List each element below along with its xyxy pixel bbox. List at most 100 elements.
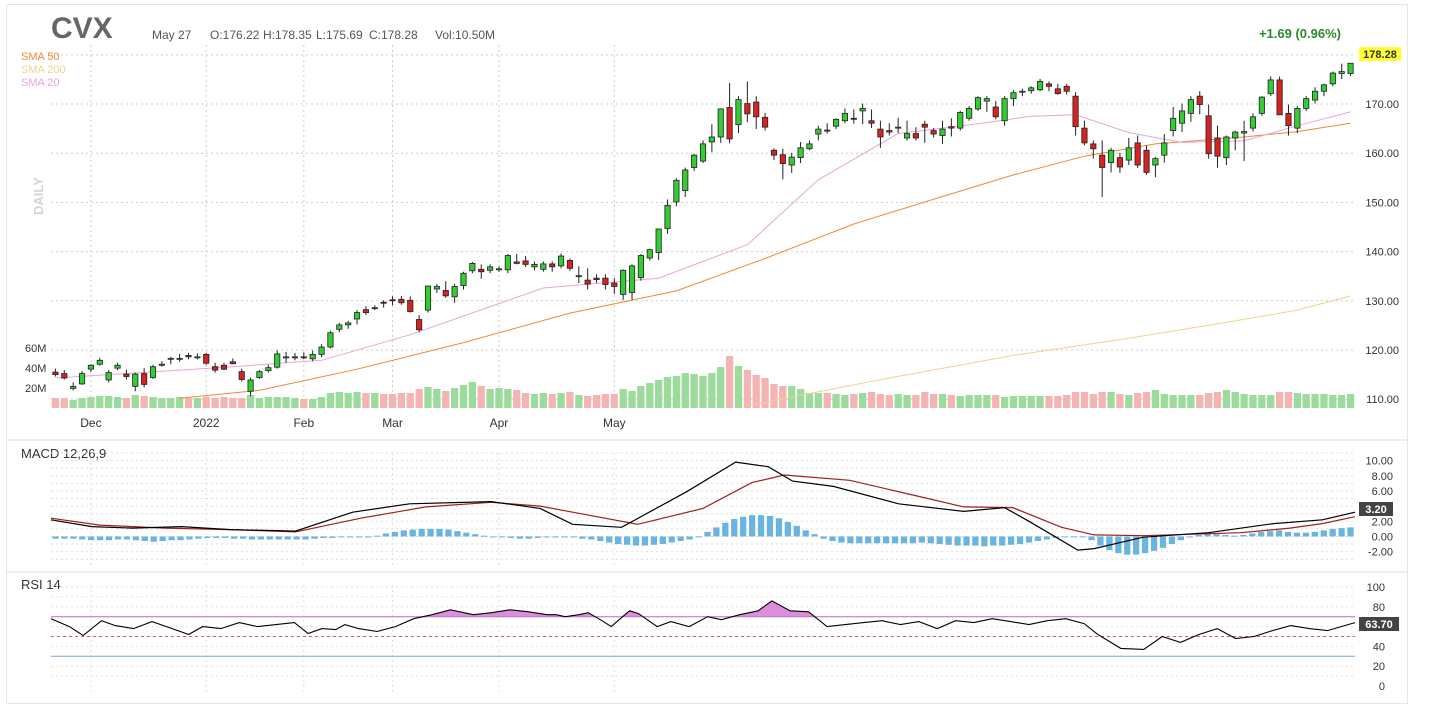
- macd-histogram-bar: [516, 536, 524, 539]
- volume-bar: [717, 367, 725, 408]
- candle: [114, 362, 121, 371]
- volume-bar: [548, 394, 556, 408]
- rsi-tick-label: 40: [1373, 641, 1385, 653]
- macd-histogram-bar: [1338, 528, 1345, 537]
- candle-body: [1241, 131, 1248, 134]
- macd-histogram-bar: [1034, 536, 1042, 541]
- macd-histogram-bar: [1240, 534, 1247, 537]
- volume-bar: [752, 375, 760, 408]
- macd-histogram-bar: [1115, 536, 1122, 554]
- macd-histogram-bar: [623, 536, 631, 545]
- candle: [52, 368, 59, 377]
- volume-bar: [894, 394, 902, 408]
- volume-bar: [672, 376, 681, 408]
- volume-bar: [255, 398, 264, 408]
- macd-histogram-bar: [257, 536, 265, 540]
- volume-bar: [1142, 392, 1151, 408]
- macd-histogram-bar: [195, 536, 202, 539]
- candle-body: [921, 123, 928, 128]
- last-price-badge-text: 178.28: [1363, 49, 1397, 61]
- macd-signal-line: [50, 474, 1356, 537]
- candle-body: [1010, 92, 1017, 100]
- macd-histogram-bar: [1329, 528, 1336, 537]
- macd-tick-label: 8.00: [1372, 471, 1393, 483]
- candle: [451, 284, 458, 303]
- volume-bar: [149, 397, 157, 408]
- candle: [841, 108, 848, 124]
- candle-body: [1028, 87, 1035, 92]
- candle: [957, 110, 964, 131]
- macd-histogram-bar: [123, 536, 131, 540]
- candle-body: [1285, 112, 1292, 127]
- high-price: H:178.35: [263, 28, 312, 42]
- macd-histogram-bar: [1258, 531, 1265, 537]
- candle-body: [176, 357, 183, 360]
- macd-histogram-bar: [820, 536, 827, 539]
- candle-body: [1161, 142, 1168, 156]
- candle: [1134, 135, 1141, 168]
- rsi-panel-title: RSI 14: [21, 577, 61, 592]
- candle-body: [531, 263, 538, 268]
- volume-bar: [202, 397, 210, 408]
- macd-histogram-bar: [1275, 530, 1283, 537]
- volume-bar: [1213, 392, 1222, 408]
- macd-histogram-bar: [436, 528, 443, 537]
- volume-bar: [938, 394, 947, 408]
- volume-bar: [220, 397, 228, 408]
- volume-bar: [51, 398, 60, 408]
- macd-histogram-bar: [150, 536, 157, 542]
- volume-bar: [610, 394, 618, 408]
- candle: [912, 127, 919, 141]
- macd-histogram-bar: [79, 536, 86, 540]
- candle: [558, 253, 565, 269]
- macd-histogram-bar: [1168, 536, 1176, 545]
- candle-body: [433, 286, 440, 290]
- volume-bar: [876, 394, 885, 408]
- macd-histogram-bar: [284, 536, 291, 540]
- macd-histogram-bar: [829, 536, 836, 541]
- candle: [602, 274, 609, 290]
- candle-body: [859, 108, 866, 112]
- candle-body: [620, 269, 627, 295]
- candle: [877, 120, 884, 148]
- volume-bar: [371, 393, 379, 408]
- volume-bar: [521, 393, 530, 408]
- open-price: O:176.22: [210, 28, 260, 42]
- macd-histogram-bar: [222, 536, 229, 538]
- candle: [549, 261, 556, 272]
- volume-bar: [459, 385, 468, 408]
- candle-body: [238, 371, 245, 380]
- volume-bar: [335, 392, 343, 408]
- volume-bar: [1107, 392, 1115, 408]
- candle-body: [797, 147, 804, 159]
- volume-bar: [78, 398, 86, 408]
- volume-bar: [1116, 394, 1124, 408]
- macd-histogram-bar: [373, 535, 381, 537]
- volume-bar: [681, 373, 689, 408]
- candle-body: [1347, 62, 1354, 74]
- candle: [983, 96, 990, 112]
- volume-bar: [158, 398, 166, 408]
- macd-histogram-bar: [999, 536, 1006, 546]
- candle: [123, 369, 130, 380]
- candle: [806, 140, 813, 151]
- candle: [717, 108, 724, 143]
- macd-histogram-bar: [1070, 536, 1077, 538]
- volume-bar: [486, 389, 494, 408]
- last-price-badge: [1359, 47, 1401, 61]
- candle: [61, 370, 68, 380]
- volume-bar: [592, 395, 601, 408]
- candle-body: [877, 128, 884, 138]
- candle-body: [895, 126, 902, 129]
- low-price: L:175.69: [316, 28, 363, 42]
- volume-bar: [424, 387, 432, 408]
- candle-body: [1329, 72, 1336, 85]
- macd-histogram-bar: [731, 519, 738, 537]
- volume-tick-label: 20M: [25, 383, 46, 395]
- macd-histogram-bar: [1141, 536, 1149, 554]
- volume-bar: [317, 397, 326, 408]
- macd-histogram-bar: [88, 536, 95, 541]
- volume-bar: [575, 395, 583, 408]
- macd-histogram-bar: [391, 531, 398, 537]
- candle: [141, 368, 148, 388]
